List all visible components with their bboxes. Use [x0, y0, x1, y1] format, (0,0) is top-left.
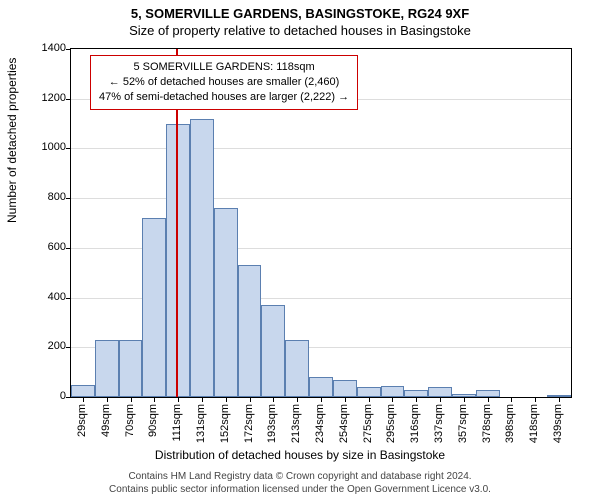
ytick-label: 1000	[26, 141, 66, 153]
bar	[238, 265, 262, 397]
xtick-mark	[226, 397, 228, 402]
bar	[381, 386, 405, 397]
xtick-mark	[559, 397, 561, 402]
bar	[357, 387, 381, 397]
footer: Contains HM Land Registry data © Crown c…	[0, 470, 600, 496]
gridline	[71, 148, 571, 149]
bar	[476, 390, 500, 397]
ytick-mark	[66, 397, 71, 398]
xtick-mark	[273, 397, 275, 402]
xtick-mark	[202, 397, 204, 402]
ytick-mark	[66, 248, 71, 249]
ytick-mark	[66, 347, 71, 348]
ytick-label: 400	[26, 291, 66, 303]
bar	[261, 305, 285, 397]
info-line-3: 47% of semi-detached houses are larger (…	[99, 90, 349, 105]
footer-line-1: Contains HM Land Registry data © Crown c…	[0, 470, 600, 483]
bar	[285, 340, 309, 397]
ytick-mark	[66, 298, 71, 299]
ytick-label: 1400	[26, 42, 66, 54]
ytick-mark	[66, 148, 71, 149]
info-line-2: ← 52% of detached houses are smaller (2,…	[99, 75, 349, 90]
xtick-mark	[107, 397, 109, 402]
info-line-1: 5 SOMERVILLE GARDENS: 118sqm	[99, 60, 349, 75]
chart-subtitle: Size of property relative to detached ho…	[0, 23, 600, 38]
bar	[428, 387, 452, 397]
xtick-mark	[440, 397, 442, 402]
xtick-mark	[464, 397, 466, 402]
xtick-mark	[345, 397, 347, 402]
xtick-mark	[535, 397, 537, 402]
bar	[71, 385, 95, 397]
xtick-mark	[369, 397, 371, 402]
ytick-label: 0	[26, 390, 66, 402]
xtick-mark	[392, 397, 394, 402]
chart-title: 5, SOMERVILLE GARDENS, BASINGSTOKE, RG24…	[0, 0, 600, 21]
xtick-mark	[131, 397, 133, 402]
x-axis-label: Distribution of detached houses by size …	[0, 448, 600, 462]
bar	[95, 340, 119, 397]
ytick-label: 1200	[26, 92, 66, 104]
info-box: 5 SOMERVILLE GARDENS: 118sqm ← 52% of de…	[90, 55, 358, 110]
bar	[142, 218, 166, 397]
gridline	[71, 198, 571, 199]
xtick-mark	[297, 397, 299, 402]
xtick-mark	[321, 397, 323, 402]
ytick-mark	[66, 198, 71, 199]
xtick-mark	[416, 397, 418, 402]
xtick-mark	[83, 397, 85, 402]
bar	[190, 119, 214, 397]
bar	[119, 340, 143, 397]
bar	[214, 208, 238, 397]
ytick-label: 800	[26, 191, 66, 203]
bar	[333, 380, 357, 397]
xtick-mark	[154, 397, 156, 402]
xtick-mark	[488, 397, 490, 402]
chart-container: 5, SOMERVILLE GARDENS, BASINGSTOKE, RG24…	[0, 0, 600, 500]
footer-line-2: Contains public sector information licen…	[0, 483, 600, 496]
y-axis-label: Number of detached properties	[5, 58, 19, 223]
xtick-mark	[511, 397, 513, 402]
ytick-label: 200	[26, 340, 66, 352]
ytick-label: 600	[26, 241, 66, 253]
ytick-mark	[66, 99, 71, 100]
bar	[309, 377, 333, 397]
bar	[166, 124, 190, 397]
bar	[404, 390, 428, 397]
xtick-mark	[178, 397, 180, 402]
ytick-mark	[66, 49, 71, 50]
xtick-mark	[250, 397, 252, 402]
